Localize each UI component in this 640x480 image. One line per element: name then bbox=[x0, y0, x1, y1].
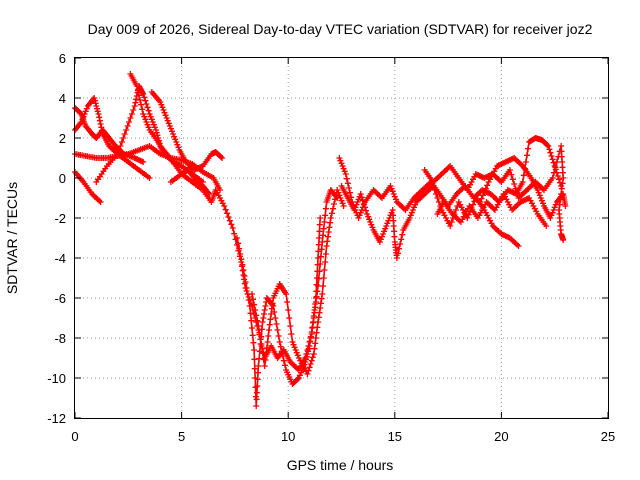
plus-markers bbox=[434, 191, 550, 229]
plus-markers bbox=[167, 171, 324, 373]
x-tick-label: 10 bbox=[281, 429, 295, 444]
series-track-n bbox=[477, 155, 569, 221]
y-tick-label: -10 bbox=[47, 371, 66, 386]
chart-title: Day 009 of 2026, Sidereal Day-to-day VTE… bbox=[88, 21, 593, 37]
data-series-layer bbox=[72, 71, 569, 409]
series-track-i bbox=[234, 187, 341, 409]
y-tick-label: 2 bbox=[59, 131, 66, 146]
x-tick-label: 25 bbox=[601, 429, 615, 444]
x-tick-label: 5 bbox=[178, 429, 185, 444]
y-tick-label: 0 bbox=[59, 171, 66, 186]
y-tick-label: -6 bbox=[54, 291, 66, 306]
plus-markers bbox=[72, 95, 153, 181]
y-tick-label: -12 bbox=[47, 411, 66, 426]
plot-frame bbox=[74, 57, 609, 419]
series-track-a bbox=[72, 95, 153, 181]
plus-markers bbox=[234, 187, 341, 409]
grid bbox=[75, 58, 608, 418]
series-track-m bbox=[421, 143, 567, 243]
y-tick-label: -8 bbox=[54, 331, 66, 346]
series-track-f bbox=[127, 71, 206, 185]
plus-markers bbox=[148, 89, 226, 173]
y-axis-label: SDTVAR / TECUs bbox=[4, 182, 20, 294]
series-line bbox=[170, 173, 321, 371]
x-tick-label: 20 bbox=[494, 429, 508, 444]
y-tick-label: -2 bbox=[54, 211, 66, 226]
plus-markers bbox=[421, 143, 567, 243]
x-tick-label: 0 bbox=[71, 429, 78, 444]
series-track-j bbox=[249, 187, 347, 377]
series-track-g bbox=[148, 89, 226, 173]
x-tick-label: 15 bbox=[388, 429, 402, 444]
x-axis-label: GPS time / hours bbox=[287, 457, 394, 473]
y-tick-label: 6 bbox=[59, 51, 66, 66]
plus-markers bbox=[477, 155, 569, 221]
y-tick-label: 4 bbox=[59, 91, 66, 106]
series-track-h bbox=[167, 171, 324, 373]
plus-markers bbox=[249, 187, 347, 377]
plus-markers bbox=[127, 71, 206, 185]
series-track-o bbox=[434, 191, 550, 229]
y-tick-label: -4 bbox=[54, 251, 66, 266]
